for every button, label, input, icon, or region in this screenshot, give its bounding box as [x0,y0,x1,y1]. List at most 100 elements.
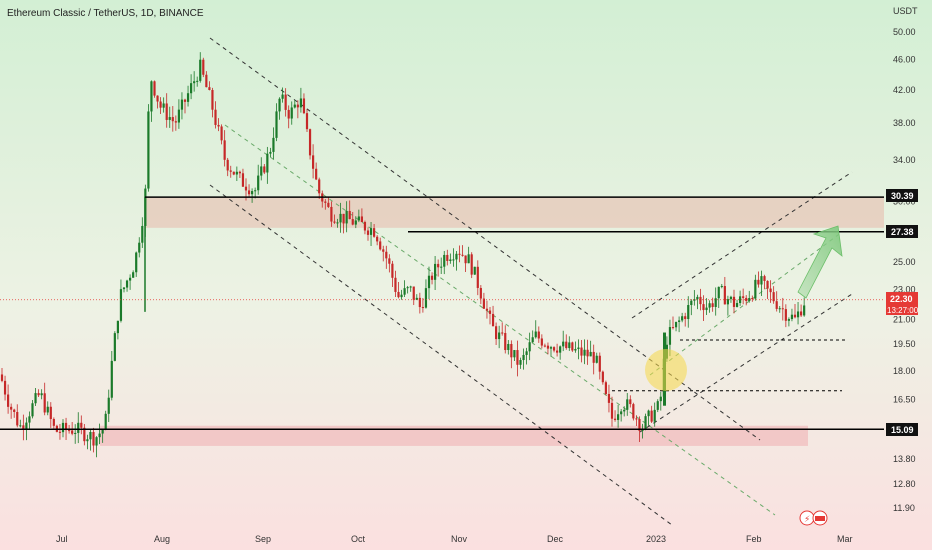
candle-up [400,289,403,300]
x-tick-label: Jul [56,534,68,544]
candle-down [211,87,214,118]
candle-up [647,409,650,426]
candle-down [302,93,306,115]
candle-down [217,118,220,132]
candle-up [674,321,678,332]
candle-down [220,124,223,145]
candle-down [315,162,318,181]
candle-up [739,290,742,306]
candle-up [266,146,269,184]
candle-up [257,164,260,195]
candle-down [333,214,336,224]
candle-up [690,299,693,316]
candle-up [440,257,443,275]
candle-down [360,208,363,223]
candle-down [247,184,251,198]
candle-down [604,380,607,396]
candle-down [537,326,540,343]
candle-up [787,317,790,327]
candle-down [156,95,159,109]
y-tick-label: 23.00 [893,284,916,294]
candle-down [763,274,766,290]
y-tick-label: 46.00 [893,55,916,65]
y-tick-label: 50.00 [893,27,916,37]
y-tick-label: 42.00 [893,85,916,95]
candle-down [684,312,687,327]
candle-down [446,249,449,266]
candle-down [52,417,55,429]
y-tick-label: 12.80 [893,479,916,489]
candle-up [549,345,553,357]
candle-up [61,419,65,438]
candle-up [95,436,98,458]
candle-up [528,332,531,361]
candle-down [373,224,376,238]
candle-up [40,389,43,400]
candle-down [58,424,62,440]
countdown-text: 13:27:00 [887,306,919,315]
price-label-27-38: 27.38 [886,225,918,238]
candle-down [580,340,583,363]
candle-down [379,237,382,251]
candle-up [31,400,34,419]
candle-up [760,270,763,297]
candle-down [183,98,187,114]
candle-up [369,222,373,247]
candle-down [470,252,473,279]
y-tick-label: 16.50 [893,395,916,405]
tradingview-badge-icon[interactable]: ⚡ [799,510,828,526]
candle-up [656,399,659,413]
candle-down [174,115,177,131]
candle-up [754,274,757,301]
candle-up [562,330,565,352]
candle-down [504,325,507,354]
candle-down [241,168,245,188]
y-tick-label: 18.00 [893,366,916,376]
downtrend-mid-line [224,124,776,516]
currency-label: USDT [893,6,918,16]
candle-up [135,251,138,277]
price-label-30-39: 30.39 [886,189,918,202]
candle-down [430,272,434,285]
candle-down [214,101,217,129]
candle-down [92,427,95,453]
candle-down [482,292,485,310]
candle-up [193,71,196,92]
candle-up [790,308,794,322]
candle-down [781,297,784,321]
candle-down [363,220,367,235]
candle-up [293,100,296,109]
candle-down [232,171,235,176]
candle-down [516,340,519,377]
y-tick-label: 34.00 [893,155,916,165]
candle-down [629,395,632,408]
candle-up [796,301,800,325]
candle-up [168,106,171,128]
candle-down [342,213,345,234]
candle-down [723,276,726,305]
level-label-15-09: 15.09 [891,425,914,435]
candle-down [202,57,205,78]
candle-down [421,298,424,313]
candle-down [607,384,611,413]
candle-up [717,286,720,309]
candle-down [540,334,543,349]
candle-up [644,413,647,431]
candle-down [382,245,385,262]
candle-down [635,415,638,426]
candle-down [385,245,388,269]
candle-down [223,130,226,167]
candle-up [720,283,723,289]
candle-down [229,165,232,178]
candle-down [711,297,714,312]
candle-up [653,402,656,427]
candle-down [742,288,745,305]
candle-down [479,285,482,305]
candle-down [772,286,775,304]
uptrend-lower-line [639,293,853,433]
candle-up [74,424,77,444]
candle-up [34,387,37,406]
candle-up [620,409,623,422]
y-tick-label: 38.00 [893,118,916,128]
